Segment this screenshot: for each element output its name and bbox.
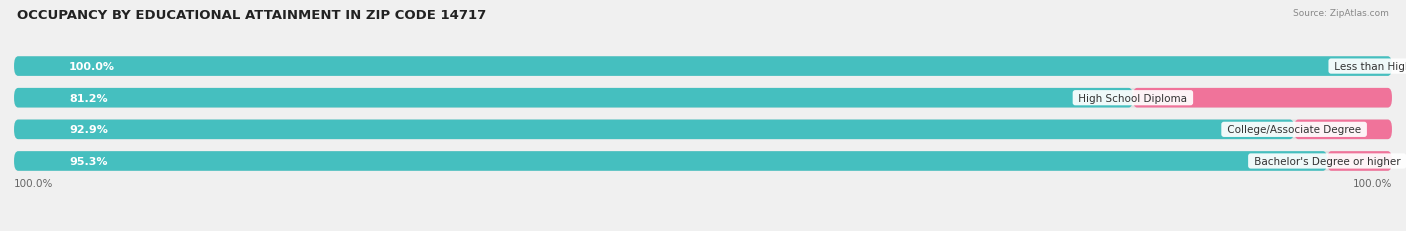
FancyBboxPatch shape: [14, 88, 1133, 108]
Text: 100.0%: 100.0%: [1353, 179, 1392, 188]
Text: 92.9%: 92.9%: [69, 125, 108, 135]
Text: Less than High School: Less than High School: [1331, 62, 1406, 72]
Text: OCCUPANCY BY EDUCATIONAL ATTAINMENT IN ZIP CODE 14717: OCCUPANCY BY EDUCATIONAL ATTAINMENT IN Z…: [17, 9, 486, 22]
FancyBboxPatch shape: [14, 57, 1392, 76]
FancyBboxPatch shape: [14, 88, 1392, 108]
FancyBboxPatch shape: [1133, 88, 1392, 108]
Text: Source: ZipAtlas.com: Source: ZipAtlas.com: [1294, 9, 1389, 18]
FancyBboxPatch shape: [14, 57, 1392, 76]
FancyBboxPatch shape: [1294, 120, 1392, 140]
Text: High School Diploma: High School Diploma: [1076, 93, 1191, 103]
Text: College/Associate Degree: College/Associate Degree: [1225, 125, 1364, 135]
FancyBboxPatch shape: [14, 120, 1294, 140]
Text: 100.0%: 100.0%: [69, 62, 115, 72]
Text: 81.2%: 81.2%: [69, 93, 108, 103]
FancyBboxPatch shape: [14, 152, 1327, 171]
FancyBboxPatch shape: [14, 120, 1392, 140]
Legend: Owner-occupied, Renter-occupied: Owner-occupied, Renter-occupied: [583, 228, 823, 231]
FancyBboxPatch shape: [1327, 152, 1392, 171]
Text: Bachelor's Degree or higher: Bachelor's Degree or higher: [1251, 156, 1403, 166]
FancyBboxPatch shape: [14, 152, 1392, 171]
Text: 100.0%: 100.0%: [14, 179, 53, 188]
Text: 95.3%: 95.3%: [69, 156, 108, 166]
